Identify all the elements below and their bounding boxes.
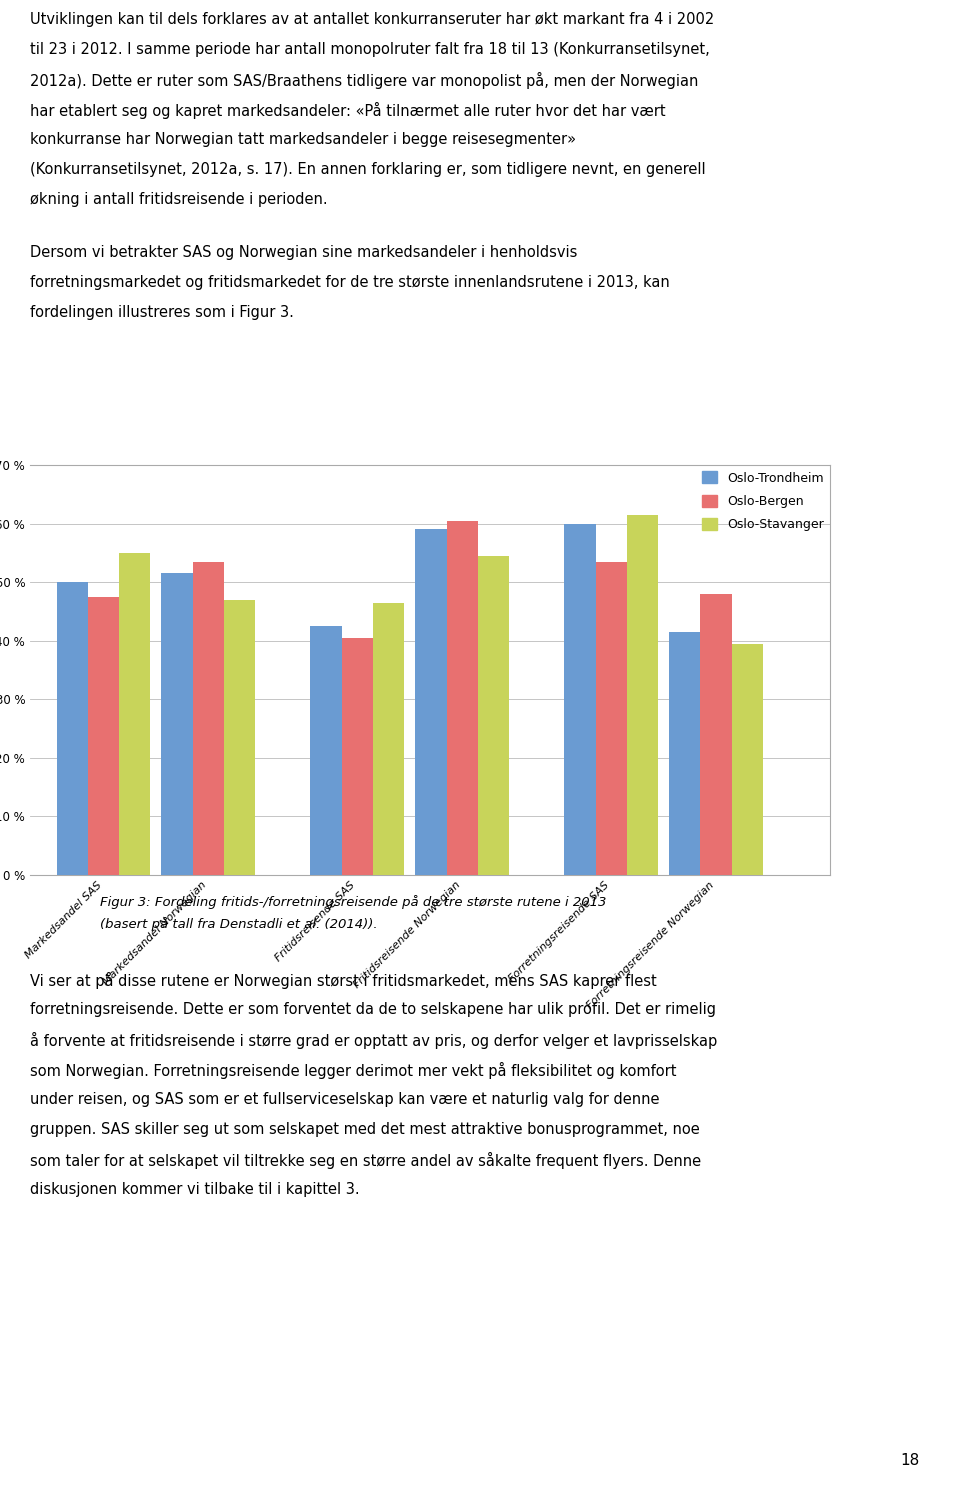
Text: 18: 18 bbox=[900, 1453, 920, 1468]
Text: økning i antall fritidsreisende i perioden.: økning i antall fritidsreisende i period… bbox=[30, 191, 327, 206]
Text: Dersom vi betrakter SAS og Norwegian sine markedsandeler i henholdsvis: Dersom vi betrakter SAS og Norwegian sin… bbox=[30, 245, 577, 260]
Bar bbox=[224, 600, 255, 875]
Text: har etablert seg og kapret markedsandeler: «På tilnærmet alle ruter hvor det har: har etablert seg og kapret markedsandele… bbox=[30, 102, 665, 120]
Bar bbox=[193, 561, 224, 875]
Bar bbox=[669, 631, 701, 875]
Text: Utviklingen kan til dels forklares av at antallet konkurranseruter har økt marka: Utviklingen kan til dels forklares av at… bbox=[30, 12, 714, 27]
Bar bbox=[416, 530, 446, 875]
Bar bbox=[310, 625, 342, 875]
Text: forretningsmarkedet og fritidsmarkedet for de tre største innenlandsrutene i 201: forretningsmarkedet og fritidsmarkedet f… bbox=[30, 275, 670, 290]
Text: gruppen. SAS skiller seg ut som selskapet med det mest attraktive bonusprogramme: gruppen. SAS skiller seg ut som selskape… bbox=[30, 1122, 700, 1137]
Bar bbox=[119, 554, 151, 875]
Text: Figur 3: Fordeling fritids-/forretningsreisende på de tre største rutene i 2013: Figur 3: Fordeling fritids-/forretningsr… bbox=[100, 895, 607, 910]
Legend: Oslo-Trondheim, Oslo-Bergen, Oslo-Stavanger: Oslo-Trondheim, Oslo-Bergen, Oslo-Stavan… bbox=[702, 471, 824, 531]
Bar bbox=[373, 603, 404, 875]
Bar bbox=[88, 597, 119, 875]
Text: konkurranse har Norwegian tatt markedsandeler i begge reisesegmenter»: konkurranse har Norwegian tatt markedsan… bbox=[30, 132, 576, 147]
Text: under reisen, og SAS som er et fullserviceselskap kan være et naturlig valg for : under reisen, og SAS som er et fullservi… bbox=[30, 1092, 660, 1107]
Text: til 23 i 2012. I samme periode har antall monopolruter falt fra 18 til 13 (Konku: til 23 i 2012. I samme periode har antal… bbox=[30, 42, 709, 57]
Text: som Norwegian. Forretningsreisende legger derimot mer vekt på fleksibilitet og k: som Norwegian. Forretningsreisende legge… bbox=[30, 1062, 677, 1079]
Bar bbox=[732, 643, 763, 875]
Text: (basert på tall fra Denstadli et al. (2014)).: (basert på tall fra Denstadli et al. (20… bbox=[100, 917, 377, 931]
Bar bbox=[57, 582, 88, 875]
Bar bbox=[701, 594, 732, 875]
Text: (Konkurransetilsynet, 2012a, s. 17). En annen forklaring er, som tidligere nevnt: (Konkurransetilsynet, 2012a, s. 17). En … bbox=[30, 162, 706, 177]
Text: som taler for at selskapet vil tiltrekke seg en større andel av såkalte frequent: som taler for at selskapet vil tiltrekke… bbox=[30, 1152, 701, 1168]
Text: å forvente at fritidsreisende i større grad er opptatt av pris, og derfor velger: å forvente at fritidsreisende i større g… bbox=[30, 1032, 717, 1049]
Bar bbox=[627, 515, 658, 875]
Bar bbox=[478, 557, 509, 875]
Bar bbox=[342, 637, 373, 875]
Text: forretningsreisende. Dette er som forventet da de to selskapene har ulik profil.: forretningsreisende. Dette er som forven… bbox=[30, 1002, 716, 1017]
Text: 2012a). Dette er ruter som SAS/Braathens tidligere var monopolist på, men der No: 2012a). Dette er ruter som SAS/Braathens… bbox=[30, 72, 698, 90]
Text: fordelingen illustreres som i Figur 3.: fordelingen illustreres som i Figur 3. bbox=[30, 305, 294, 320]
Bar bbox=[161, 573, 193, 875]
Bar bbox=[564, 524, 595, 875]
Text: diskusjonen kommer vi tilbake til i kapittel 3.: diskusjonen kommer vi tilbake til i kapi… bbox=[30, 1182, 360, 1197]
Text: Vi ser at på disse rutene er Norwegian størst i fritidsmarkedet, mens SAS kaprer: Vi ser at på disse rutene er Norwegian s… bbox=[30, 972, 657, 989]
Bar bbox=[595, 561, 627, 875]
Bar bbox=[446, 521, 478, 875]
